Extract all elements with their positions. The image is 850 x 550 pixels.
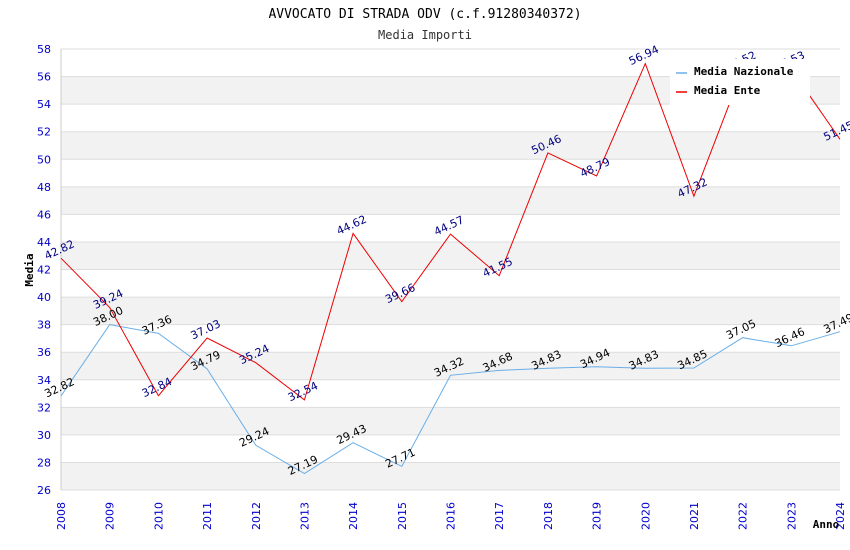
grid-band: [61, 241, 840, 270]
grid-band: [61, 131, 840, 160]
y-tick-label: 34: [37, 374, 51, 387]
series-lines: [60, 62, 841, 475]
y-tick-label: 30: [37, 429, 51, 442]
x-tick-label: 2010: [152, 502, 165, 530]
x-tick-label: 2015: [396, 502, 409, 530]
x-tick-label: 2013: [298, 502, 311, 530]
x-tick-label: 2016: [445, 502, 458, 530]
x-tick-label: 2017: [493, 502, 506, 530]
legend-label-media-nazionale: Media Nazionale: [694, 65, 794, 78]
legend-box: [670, 59, 810, 105]
chart-subtitle: Media Importi: [378, 28, 472, 42]
chart-title: AVVOCATO DI STRADA ODV (c.f.91280340372): [268, 7, 581, 22]
x-tick-label: 2024: [834, 502, 847, 530]
legend-label-media-ente: Media Ente: [694, 84, 761, 97]
y-axis-ticks: 26 28 30 32 34 36 38 40 42 44 46 48 50 52 54 56 58: [37, 43, 51, 497]
y-tick-label: 56: [37, 71, 51, 84]
legend: Media Nazionale Media Ente: [670, 59, 810, 105]
y-tick-label: 52: [37, 126, 51, 139]
grid-band: [61, 324, 840, 353]
grid-band: [61, 379, 840, 408]
grid-band: [61, 104, 840, 132]
x-axis-ticks: 2008 2009 2010 2011 2012 2013 2014 2015 2016 2017…: [55, 502, 847, 530]
x-tick-label: 2011: [201, 502, 214, 530]
grid-band: [61, 434, 840, 463]
x-tick-label: 2019: [591, 502, 604, 530]
x-tick-label: 2008: [55, 502, 68, 530]
grid-band: [61, 462, 840, 490]
y-axis-label: Media: [23, 253, 36, 286]
grid-band: [61, 269, 840, 298]
grid-band: [61, 407, 840, 435]
y-tick-label: 48: [37, 181, 51, 194]
y-tick-label: 28: [37, 456, 51, 469]
grid-band: [61, 297, 840, 325]
x-axis-label: Anno: [813, 518, 840, 531]
x-tick-label: 2023: [785, 502, 798, 530]
x-tick-label: 2012: [250, 502, 263, 530]
y-tick-label: 36: [37, 346, 51, 359]
x-tick-label: 2014: [347, 502, 360, 530]
x-tick-label: 2018: [542, 502, 555, 530]
y-tick-label: 40: [37, 291, 51, 304]
x-tick-label: 2022: [737, 502, 750, 530]
y-tick-label: 32: [37, 401, 51, 414]
x-tick-label: 2009: [104, 502, 117, 530]
y-tick-label: 26: [37, 484, 51, 497]
x-tick-label: 2021: [688, 502, 701, 530]
x-tick-label: 2020: [639, 502, 652, 530]
grid-band: [61, 214, 840, 242]
series-line-media-ente: [60, 62, 841, 401]
grid-band: [61, 186, 840, 215]
grid-band: [61, 159, 840, 187]
y-tick-label: 50: [37, 153, 51, 166]
y-tick-label: 42: [37, 264, 51, 277]
y-tick-label: 38: [37, 319, 51, 332]
y-tick-label: 46: [37, 208, 51, 221]
y-tick-label: 54: [37, 98, 51, 111]
y-tick-label: 44: [37, 236, 51, 249]
grid-lines: [60, 48, 840, 491]
y-tick-label: 58: [37, 43, 51, 56]
